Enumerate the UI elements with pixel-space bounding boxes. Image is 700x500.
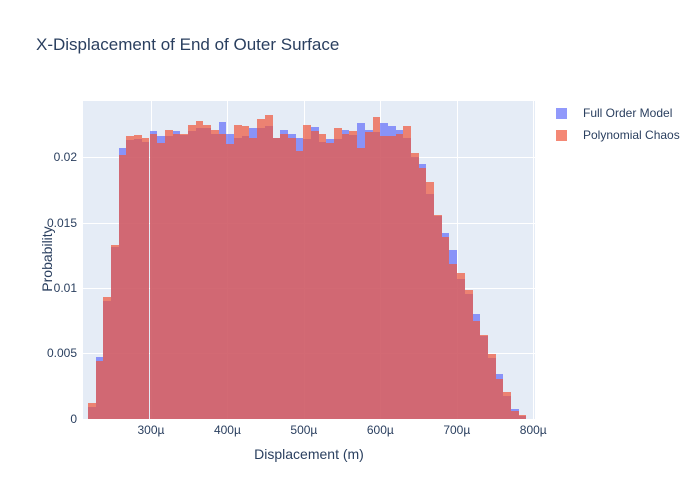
histogram-bar-polynomial-chaos[interactable] xyxy=(418,167,427,419)
x-tick-label: 600µ xyxy=(366,423,394,437)
histogram-bar-polynomial-chaos[interactable] xyxy=(503,392,511,419)
chart-title: X-Displacement of End of Outer Surface xyxy=(36,35,340,54)
histogram-bar-polynomial-chaos[interactable] xyxy=(203,124,212,419)
gridline-vertical xyxy=(533,101,535,419)
histogram-bar-polynomial-chaos[interactable] xyxy=(111,244,119,419)
histogram-bar-polynomial-chaos[interactable] xyxy=(464,290,473,419)
histogram-bar-polynomial-chaos[interactable] xyxy=(118,154,127,419)
legend-label-polynomial-chaos: Polynomial Chaos xyxy=(583,128,680,142)
histogram-bar-polynomial-chaos[interactable] xyxy=(180,133,188,419)
histogram-bar-polynomial-chaos[interactable] xyxy=(234,124,242,419)
histogram-bar-polynomial-chaos[interactable] xyxy=(287,137,296,419)
legend: Full Order Model Polynomial Chaos xyxy=(556,106,680,150)
histogram-bar-polynomial-chaos[interactable] xyxy=(411,153,419,419)
histogram-bar-polynomial-chaos[interactable] xyxy=(303,124,311,419)
legend-item-polynomial-chaos[interactable]: Polynomial Chaos xyxy=(556,128,680,142)
histogram-bar-polynomial-chaos[interactable] xyxy=(141,137,150,419)
histogram-bar-polynomial-chaos[interactable] xyxy=(472,320,481,419)
histogram-bar-polynomial-chaos[interactable] xyxy=(172,133,181,419)
y-tick-label: 0 xyxy=(70,411,77,426)
legend-swatch-full-order-model-icon xyxy=(556,107,567,119)
histogram-bar-polynomial-chaos[interactable] xyxy=(87,402,96,419)
gridline-vertical xyxy=(456,101,458,419)
histogram-bar-polynomial-chaos[interactable] xyxy=(211,129,219,419)
histogram-bar-polynomial-chaos[interactable] xyxy=(187,124,196,419)
legend-label-full-order-model: Full Order Model xyxy=(583,106,673,120)
bars-polynomial-chaos xyxy=(83,101,535,419)
y-tick-label: 0.02 xyxy=(53,150,77,165)
y-tick-label: 0.005 xyxy=(46,346,77,361)
histogram-bar-polynomial-chaos[interactable] xyxy=(157,142,165,419)
histogram-bar-polynomial-chaos[interactable] xyxy=(249,137,258,419)
histogram-bar-polynomial-chaos[interactable] xyxy=(126,136,135,419)
plot-area[interactable] xyxy=(83,101,535,419)
histogram-bar-polynomial-chaos[interactable] xyxy=(318,133,327,419)
histogram-bar-polynomial-chaos[interactable] xyxy=(434,214,442,419)
x-tick-label: 300µ xyxy=(137,423,165,437)
histogram-bar-polynomial-chaos[interactable] xyxy=(164,129,173,419)
histogram-bar-polynomial-chaos[interactable] xyxy=(241,125,250,419)
histogram-bar-polynomial-chaos[interactable] xyxy=(195,120,204,419)
histogram-bar-polynomial-chaos[interactable] xyxy=(403,125,411,419)
histogram-bar-polynomial-chaos[interactable] xyxy=(387,136,396,419)
histogram-bar-polynomial-chaos[interactable] xyxy=(357,148,365,419)
histogram-bar-polynomial-chaos[interactable] xyxy=(510,410,519,419)
legend-item-full-order-model[interactable]: Full Order Model xyxy=(556,106,680,120)
histogram-bar-polynomial-chaos[interactable] xyxy=(457,273,465,419)
histogram-bar-polynomial-chaos[interactable] xyxy=(449,264,458,419)
histogram-bar-polynomial-chaos[interactable] xyxy=(280,133,288,419)
y-axis-title: Probability xyxy=(39,226,55,292)
histogram-bar-polynomial-chaos[interactable] xyxy=(380,136,388,419)
histogram-bar-polynomial-chaos[interactable] xyxy=(487,354,496,419)
histogram-bar-polynomial-chaos[interactable] xyxy=(441,236,450,419)
x-tick-label: 400µ xyxy=(213,423,241,437)
histogram-bar-polynomial-chaos[interactable] xyxy=(264,115,273,419)
histogram-bar-polynomial-chaos[interactable] xyxy=(518,414,527,419)
histogram-bar-polynomial-chaos[interactable] xyxy=(311,131,319,419)
histogram-bar-polynomial-chaos[interactable] xyxy=(349,131,358,419)
histogram-bar-polynomial-chaos[interactable] xyxy=(495,379,504,419)
histogram-bar-polynomial-chaos[interactable] xyxy=(134,134,142,419)
histogram-bar-polynomial-chaos[interactable] xyxy=(326,142,335,419)
histogram-bar-polynomial-chaos[interactable] xyxy=(334,128,342,419)
histogram-bar-polynomial-chaos[interactable] xyxy=(426,182,435,419)
histogram-bar-polynomial-chaos[interactable] xyxy=(149,133,158,419)
y-tick-label: 0.015 xyxy=(46,215,77,230)
histogram-bar-polynomial-chaos[interactable] xyxy=(341,133,350,419)
histogram-bar-polynomial-chaos[interactable] xyxy=(226,144,235,419)
histogram-bar-polynomial-chaos[interactable] xyxy=(103,297,112,419)
histogram-bar-polynomial-chaos[interactable] xyxy=(395,133,404,419)
y-tick-label: 0.01 xyxy=(53,280,77,295)
histogram-bar-polynomial-chaos[interactable] xyxy=(257,119,265,419)
legend-swatch-polynomial-chaos-icon xyxy=(556,129,567,141)
histogram-bar-polynomial-chaos[interactable] xyxy=(218,133,227,419)
x-tick-label: 700µ xyxy=(443,423,471,437)
x-axis-title: Displacement (m) xyxy=(254,446,364,462)
x-tick-label: 800µ xyxy=(519,423,547,437)
histogram-bar-polynomial-chaos[interactable] xyxy=(295,150,304,419)
histogram-bar-polynomial-chaos[interactable] xyxy=(95,361,104,419)
histogram-bar-polynomial-chaos[interactable] xyxy=(364,132,373,419)
histogram-bar-polynomial-chaos[interactable] xyxy=(372,116,381,419)
histogram-bar-polynomial-chaos[interactable] xyxy=(272,137,281,419)
histogram-bar-polynomial-chaos[interactable] xyxy=(480,334,488,419)
x-tick-label: 500µ xyxy=(290,423,318,437)
